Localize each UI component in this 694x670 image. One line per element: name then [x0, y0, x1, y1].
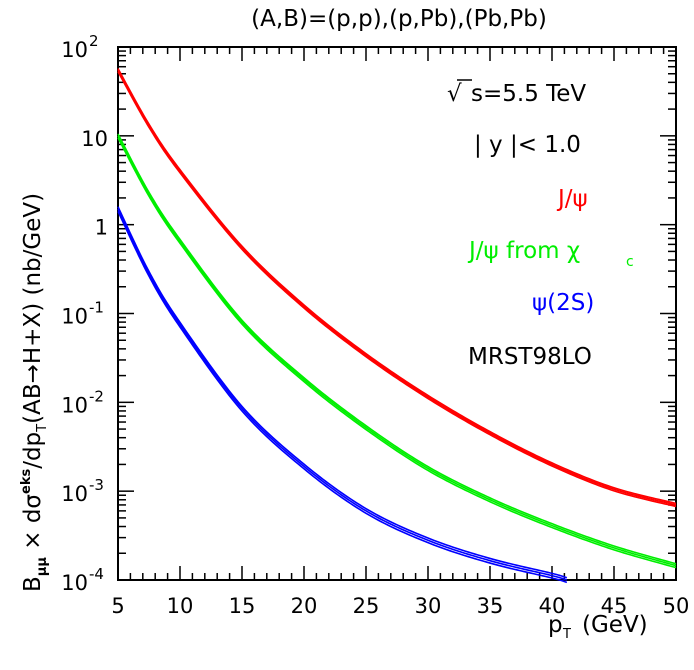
- x-tick-label: 40: [539, 594, 566, 618]
- series-line-2-0: [117, 211, 568, 584]
- legend-jpsi: J/ψ: [556, 186, 588, 212]
- x-tick-label: 20: [291, 594, 318, 618]
- x-axis-title: p T (GeV): [548, 612, 648, 642]
- series-line-2-1: [117, 208, 568, 581]
- y-axis-title: Bμμ × dσeks/dpT(AB→H+X) (nb/GeV): [19, 193, 50, 592]
- series-line-1-2: [117, 133, 677, 565]
- x-tick-label: 45: [601, 594, 628, 618]
- rapidity-text: | y |< 1.0: [474, 132, 581, 158]
- y-tick-label: 10: [61, 38, 88, 62]
- x-tick-label: 10: [167, 594, 194, 618]
- y-tick-exponent: -1: [89, 299, 104, 317]
- y-tick-label: 1: [95, 216, 108, 240]
- y-tick-exponent: -4: [89, 565, 104, 583]
- x-tick-label: 50: [663, 594, 690, 618]
- y-label-b-sub: μμ: [35, 557, 50, 577]
- x-tick-labels: 5 10 15 20 25 30 35 40 45 50: [111, 594, 689, 618]
- x-tick-label: 5: [111, 594, 124, 618]
- y-label-sup: eks: [19, 469, 34, 494]
- series-line-0-2: [117, 68, 677, 505]
- y-tick-label: 10: [61, 305, 88, 329]
- energy-text: s=5.5 TeV: [471, 81, 586, 107]
- x-axis-label: p: [548, 612, 563, 638]
- y-tick-exponent: -2: [89, 387, 104, 405]
- y-label-times: × dσ: [20, 494, 46, 557]
- y-label-b: B: [20, 576, 46, 592]
- y-tick-label: 10: [81, 127, 108, 151]
- series-line-2-2: [117, 206, 568, 579]
- x-tick-label: 30: [415, 594, 442, 618]
- y-tick-label: 10: [61, 393, 88, 417]
- series-line-1-1: [117, 135, 677, 567]
- y-tick-exponent: 2: [89, 32, 99, 50]
- pdf-text: MRST98LO: [468, 344, 592, 370]
- x-axis-unit: (GeV): [582, 612, 648, 638]
- axis-ticks: [117, 46, 677, 581]
- x-tick-label: 35: [477, 594, 504, 618]
- chart-title: (A,B)=(p,p),(p,Pb),(Pb,Pb): [251, 6, 547, 32]
- series-line-0-1: [117, 69, 677, 506]
- y-tick-label: 10: [61, 571, 88, 595]
- x-axis-label-sub: T: [562, 627, 571, 642]
- annotation-energy: √ s=5.5 TeV: [447, 79, 586, 107]
- y-label-slash: /dp: [20, 432, 46, 469]
- legend-psi2s: ψ(2S): [532, 290, 594, 316]
- legend-jpsi-chic-main: J/ψ from χ: [467, 238, 580, 264]
- legend-jpsi-chic: J/ψ from χ c: [467, 238, 634, 270]
- sqrt-symbol: √: [447, 81, 462, 107]
- series-group: [117, 68, 677, 584]
- y-label-rest: (AB→H+X) (nb/GeV): [20, 193, 46, 424]
- series-line-0-0: [117, 71, 677, 508]
- legend-jpsi-chic-sub: c: [626, 254, 634, 270]
- y-label-t-sub: T: [35, 424, 50, 433]
- x-tick-label: 25: [353, 594, 380, 618]
- svg-text:Bμμ × dσeks/dpT(AB→H+X) (nb/Ge: Bμμ × dσeks/dpT(AB→H+X) (nb/GeV): [19, 193, 50, 592]
- series-line-1-0: [117, 137, 677, 569]
- x-tick-label: 15: [229, 594, 256, 618]
- y-tick-label: 10: [61, 482, 88, 506]
- y-tick-exponent: -3: [89, 476, 104, 494]
